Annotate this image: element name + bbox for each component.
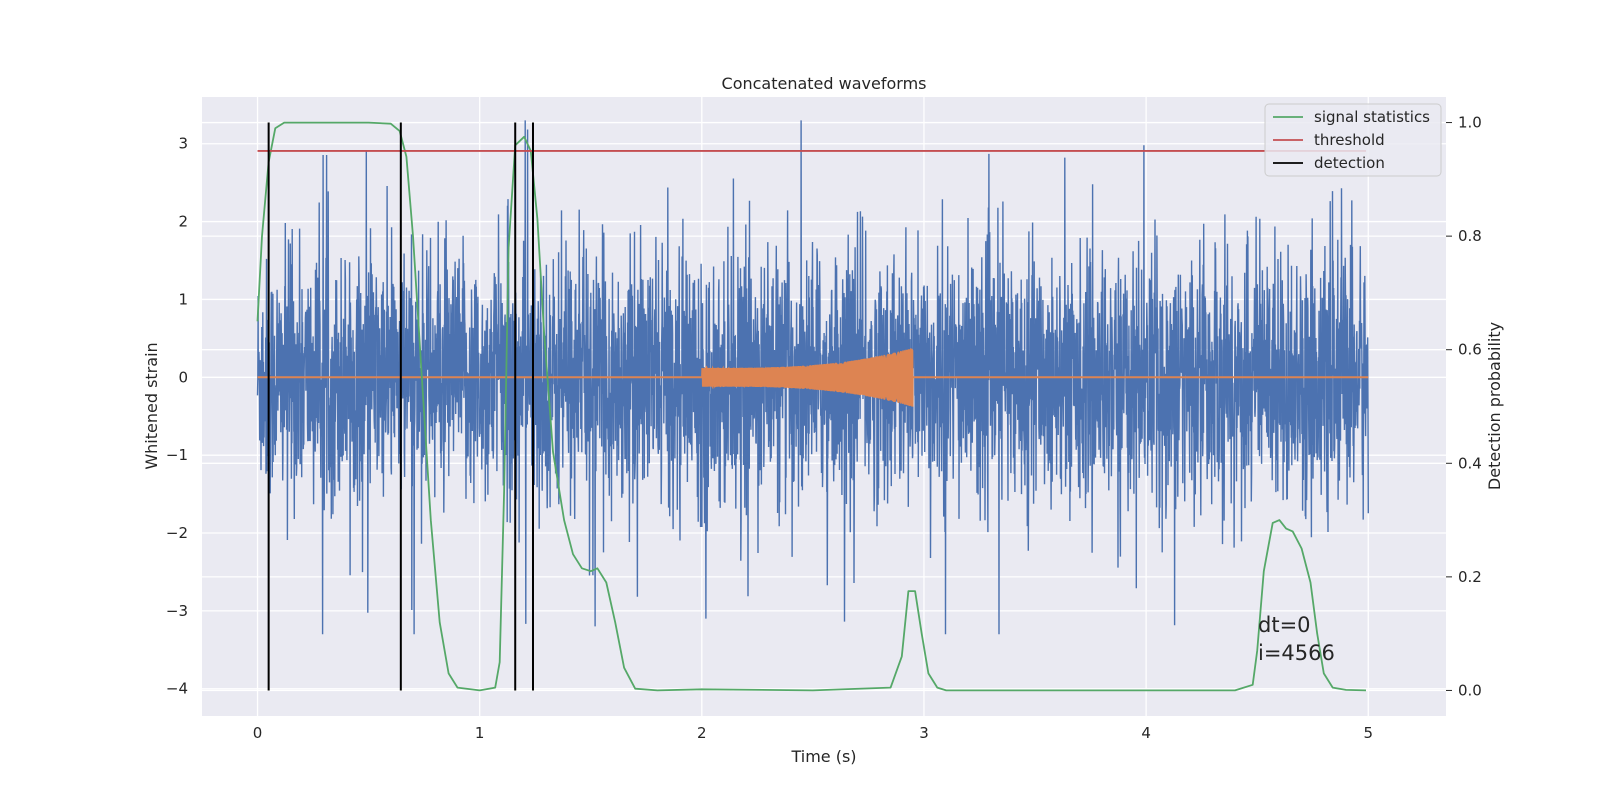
y2-tick-label: 0.0 bbox=[1458, 681, 1482, 699]
x-tick-label: 2 bbox=[697, 724, 707, 742]
x-tick-label: 5 bbox=[1363, 724, 1373, 742]
noise-series bbox=[256, 120, 1369, 635]
signal-statistics-series bbox=[256, 121, 1367, 692]
chirp-line bbox=[701, 348, 914, 407]
y2-tick-label: 0.2 bbox=[1458, 568, 1482, 586]
signal-statistics-line bbox=[256, 121, 1367, 692]
tick-labels: 0 1 2 3 4 5 −4 −3 −2 −1 0 1 2 3 0.0 0.2 0.4 0.6 0.8 1.0 bbox=[166, 114, 1482, 742]
detection-series bbox=[267, 122, 534, 691]
y2-axis-title: Detection probability bbox=[1485, 322, 1504, 490]
legend-frame bbox=[1264, 103, 1442, 177]
legend-label-detection: detection bbox=[1314, 154, 1385, 172]
y2-tick-label: 1.0 bbox=[1458, 114, 1482, 132]
noise-line bbox=[256, 120, 1369, 635]
x-tick-label: 0 bbox=[253, 724, 263, 742]
x-tick-label: 3 bbox=[919, 724, 929, 742]
annotation-index: i=4566 bbox=[1258, 641, 1335, 665]
y-tick-label: −4 bbox=[166, 680, 188, 698]
y2-tick-label: 0.4 bbox=[1458, 454, 1482, 472]
chart-title: Concatenated waveforms bbox=[722, 74, 927, 93]
legend-label-signal-statistics: signal statistics bbox=[1314, 108, 1430, 126]
legend: signal statistics threshold detection bbox=[1264, 103, 1442, 177]
y-tick-label: 2 bbox=[178, 213, 188, 231]
y-tick-label: 1 bbox=[178, 290, 188, 308]
x-tick-label: 1 bbox=[475, 724, 485, 742]
y-tick-label: −2 bbox=[166, 524, 188, 542]
y2-tick-label: 0.8 bbox=[1458, 227, 1482, 245]
y-tick-label: −1 bbox=[166, 446, 188, 464]
legend-label-threshold: threshold bbox=[1314, 131, 1385, 149]
y-axis-title: Whitened strain bbox=[142, 342, 161, 469]
x-tick-label: 4 bbox=[1141, 724, 1151, 742]
chirp-series bbox=[257, 348, 1369, 407]
y-tick-label: 0 bbox=[178, 368, 188, 386]
y2-tick-label: 0.6 bbox=[1458, 341, 1482, 359]
y-tick-label: −3 bbox=[166, 602, 188, 620]
annotation-dt: dt=0 bbox=[1258, 613, 1311, 637]
y-tick-label: 3 bbox=[178, 135, 188, 153]
x-axis-title: Time (s) bbox=[790, 747, 856, 766]
